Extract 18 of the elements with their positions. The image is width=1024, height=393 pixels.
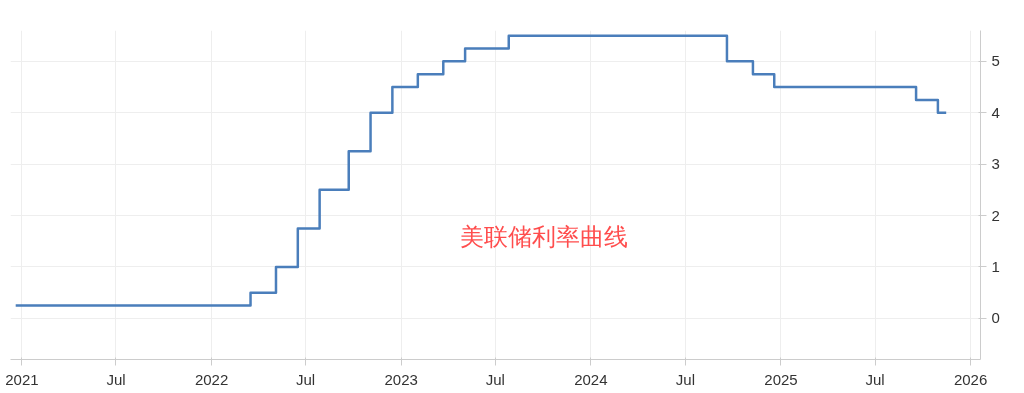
y-tick-label: 2 xyxy=(991,206,1000,224)
y-tick-label: 4 xyxy=(991,103,1000,121)
x-tick-label: 2021 xyxy=(5,370,39,388)
x-tick-label: Jul xyxy=(485,370,505,388)
x-tick-label: 2026 xyxy=(953,370,988,388)
x-tick-label: Jul xyxy=(675,370,695,388)
x-tick-label: Jul xyxy=(865,370,885,388)
x-tick-label: Jul xyxy=(296,370,316,388)
x-tick-label: 2024 xyxy=(574,370,608,388)
x-tick-label: Jul xyxy=(106,370,126,388)
x-tick-label: 2023 xyxy=(384,370,418,388)
x-tick-label: 2022 xyxy=(194,370,229,388)
x-tick-label: 2025 xyxy=(764,370,798,388)
y-tick-label: 3 xyxy=(991,155,1000,173)
y-tick-label: 5 xyxy=(991,52,1000,70)
y-tick-label: 0 xyxy=(991,309,1000,327)
y-tick-label: 1 xyxy=(991,257,1000,275)
annotation: 美联储利率曲线 xyxy=(460,222,628,251)
